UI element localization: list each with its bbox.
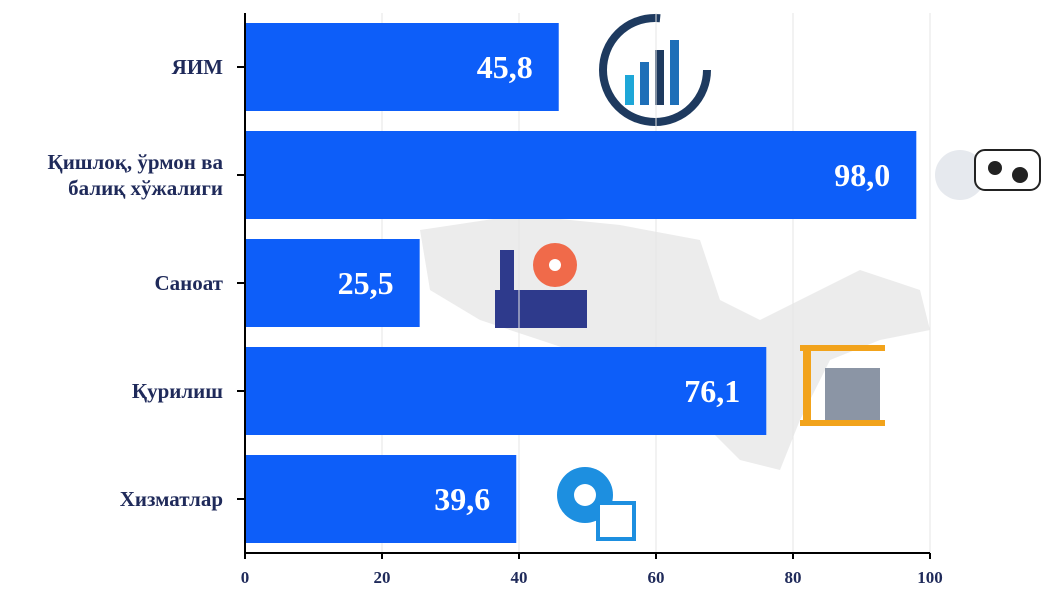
x-tick-label: 0	[241, 568, 250, 587]
y-tick-label: Саноат	[154, 271, 223, 295]
x-tick-label: 100	[917, 568, 943, 587]
y-tick-label: Хизматлар	[119, 487, 223, 511]
value-label: 98,0	[834, 157, 890, 193]
icon-construction	[800, 345, 885, 426]
x-tick-label: 80	[785, 568, 802, 587]
x-tick-label: 20	[374, 568, 391, 587]
value-label: 39,6	[434, 481, 490, 517]
bar	[245, 455, 517, 543]
bar	[245, 239, 420, 327]
value-label: 25,5	[338, 265, 394, 301]
icon-growth	[599, 14, 711, 126]
bar	[245, 23, 559, 111]
bar	[245, 347, 767, 435]
y-tick-label: Қурилиш	[131, 379, 223, 403]
icon-factory	[495, 243, 587, 328]
value-label: 76,1	[684, 373, 740, 409]
x-tick-label: 60	[648, 568, 665, 587]
value-label: 45,8	[477, 49, 533, 85]
x-tick-label: 40	[511, 568, 528, 587]
y-tick-label: Қишлоқ, ўрмон ва балиқ хўжалиги	[47, 150, 223, 200]
y-tick-label: ЯИМ	[171, 55, 223, 79]
bar	[245, 131, 917, 219]
icon-agriculture	[935, 149, 1041, 200]
icon-services	[557, 467, 636, 541]
